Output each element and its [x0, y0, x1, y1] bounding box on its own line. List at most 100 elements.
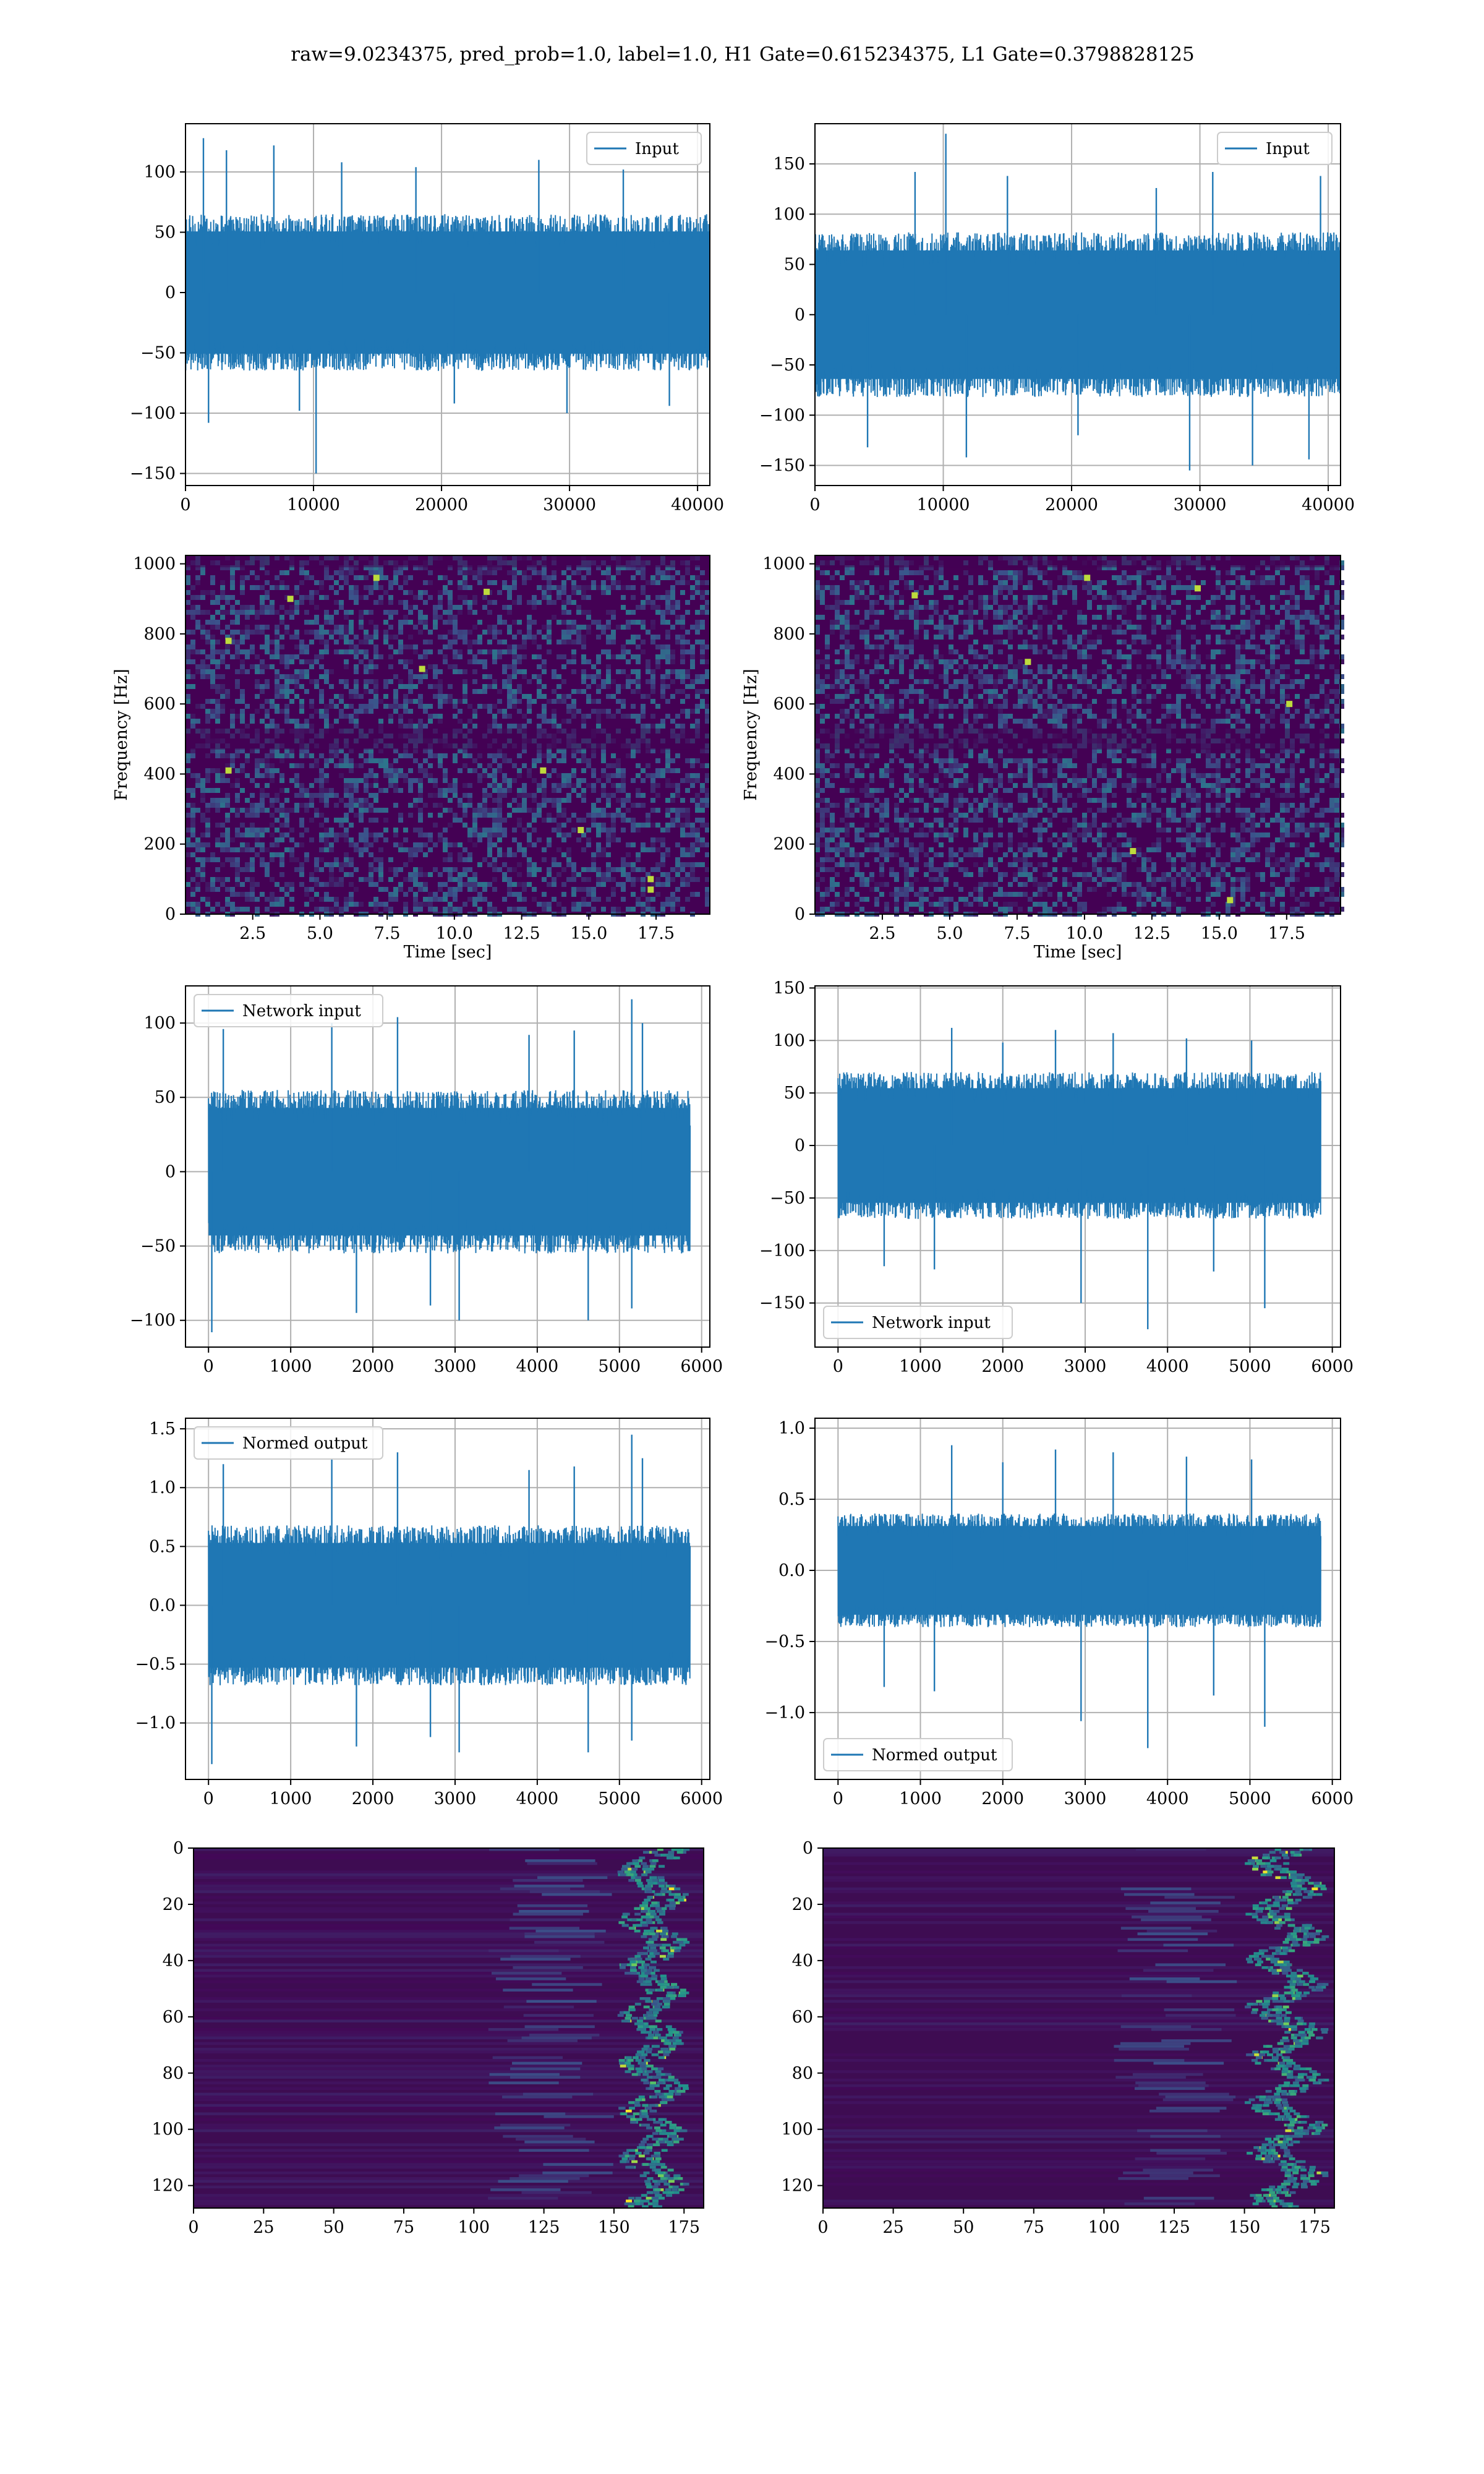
heatmap-cell: [220, 709, 225, 714]
heatmap-cell: [250, 857, 255, 862]
heatmap-cell: [339, 649, 344, 654]
heatmap-cell: [304, 808, 309, 813]
heatmap-cell: [1028, 580, 1033, 585]
heatmap-cell: [279, 753, 284, 758]
heatmap-cell: [636, 857, 641, 862]
heatmap-cell: [507, 852, 512, 857]
heatmap-cell: [1033, 689, 1038, 694]
heatmap-cell: [899, 570, 904, 575]
heatmap-cell: [591, 679, 596, 684]
heatmap-cell: [195, 704, 200, 709]
heatmap-cell: [552, 674, 556, 679]
heatmap-cell: [665, 714, 670, 719]
heatmap-cell: [685, 813, 690, 818]
heatmap-cell: [240, 892, 245, 897]
heatmap-cell: [339, 570, 344, 575]
heatmap-cell: [512, 659, 517, 664]
heatmap-cell: [889, 595, 894, 600]
heatmap-cell: [576, 887, 581, 892]
heatmap-cell: [522, 674, 527, 679]
heatmap-cell: [527, 867, 532, 872]
heatmap-cell: [215, 857, 220, 862]
heatmap-cell: [527, 704, 532, 709]
heatmap-cell: [1087, 580, 1092, 585]
heatmap-cell: [581, 575, 586, 580]
heatmap-cell: [299, 823, 304, 828]
heatmap-cell: [825, 654, 830, 659]
heatmap-cell: [591, 862, 596, 867]
heatmap-cell: [850, 625, 855, 630]
heatmap-cell: [914, 635, 919, 640]
heatmap-cell: [611, 580, 616, 585]
heatmap-cell: [324, 798, 329, 803]
heatmap-cell: [418, 907, 423, 912]
heatmap-cell: [1315, 570, 1320, 575]
heatmap-cell: [230, 753, 235, 758]
y-tick-label: 0: [795, 306, 805, 325]
heatmap-cell: [586, 674, 591, 679]
heatmap-cell: [547, 600, 552, 605]
heatmap-cell: [438, 813, 443, 818]
heatmap-cell: [1072, 600, 1077, 605]
heatmap-cell: [695, 640, 700, 644]
heatmap-cell: [487, 640, 492, 644]
heatmap-cell: [1047, 679, 1052, 684]
heatmap-cell: [1230, 625, 1235, 630]
heatmap-cell: [403, 659, 408, 664]
heatmap-cell: [235, 872, 240, 877]
heatmap-cell: [552, 877, 556, 882]
heatmap-cell: [225, 842, 230, 847]
heatmap-cell: [453, 897, 458, 902]
heatmap-cell: [547, 867, 552, 872]
chart-l1-input: 0 10000 20000 30000 40000−150−100−5005010015…: [759, 123, 1355, 515]
heatmap-cell: [225, 565, 230, 570]
heatmap-cell: [566, 783, 571, 788]
heatmap-cell: [309, 763, 314, 768]
heatmap-cell: [388, 644, 393, 649]
heatmap-cell: [260, 719, 265, 724]
heatmap-cell: [884, 669, 889, 674]
heatmap-cell: [1151, 630, 1156, 635]
heatmap-cell: [275, 852, 279, 857]
heatmap-cell: [289, 605, 294, 610]
heatmap-cell: [255, 758, 260, 763]
heatmap-cell: [205, 808, 210, 813]
heatmap-cell: [606, 793, 611, 798]
heatmap-cell: [1334, 630, 1339, 635]
heatmap-cell: [309, 640, 314, 644]
heatmap-cell: [874, 659, 879, 664]
heatmap-cell: [670, 649, 675, 654]
heatmap-cell: [680, 679, 685, 684]
heatmap-cell: [566, 847, 571, 852]
heatmap-cell: [438, 897, 443, 902]
heatmap-cell: [695, 630, 700, 635]
heatmap-cell: [685, 833, 690, 837]
heatmap-cell: [453, 753, 458, 758]
heatmap-cell: [537, 724, 542, 729]
heatmap-cell: [200, 842, 205, 847]
heatmap-cell: [1300, 565, 1305, 570]
heatmap-cell: [210, 595, 215, 600]
heatmap-cell: [665, 600, 670, 605]
heatmap-cell: [1250, 625, 1255, 630]
heatmap-cell: [438, 714, 443, 719]
heatmap-cell: [448, 872, 453, 877]
heatmap-cell: [349, 704, 354, 709]
heatmap-cell: [561, 620, 566, 625]
heatmap-cell: [1305, 630, 1310, 635]
heatmap-cell: [1191, 585, 1196, 590]
heatmap-cell: [547, 748, 552, 753]
heatmap-cell: [850, 600, 855, 605]
heatmap-cell: [304, 669, 309, 674]
heatmap-cell: [220, 803, 225, 808]
heatmap-cell: [894, 649, 899, 654]
heatmap-cell: [344, 664, 349, 669]
heatmap-cell: [195, 580, 200, 585]
heatmap-cell: [423, 852, 428, 857]
heatmap-cell: [894, 635, 899, 640]
heatmap-cell: [1038, 679, 1043, 684]
heatmap-cell: [1028, 595, 1033, 600]
heatmap-cell: [205, 902, 210, 907]
heatmap-cell: [284, 689, 289, 694]
heatmap-cell: [250, 649, 255, 654]
